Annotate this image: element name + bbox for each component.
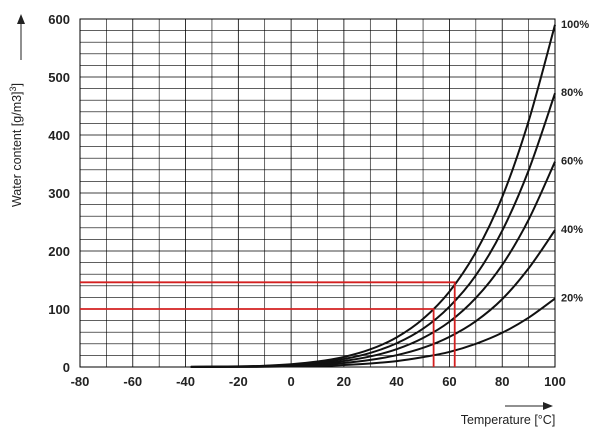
- x-tick-label: 40: [389, 374, 403, 389]
- series-label-60pct: 60%: [561, 156, 583, 168]
- y-axis-title: Water content [g/m3]3]: [8, 83, 24, 207]
- highlight-line-2: [80, 308, 435, 367]
- x-axis-title: Temperature [°C]: [461, 413, 556, 427]
- y-tick-label: 400: [48, 128, 70, 143]
- x-tick-label: -80: [71, 374, 90, 389]
- x-tick-label: 0: [287, 374, 294, 389]
- plot-frame: [79, 18, 556, 368]
- y-tick-label: 300: [48, 186, 70, 201]
- x-tick-label: -40: [176, 374, 195, 389]
- series-label-100pct: 100%: [561, 19, 589, 31]
- tick-labels: -80 -60 -40 -20 0 20 40 60 80 100 0 100 200 300 400 500…: [48, 12, 566, 389]
- curve-80pct: [190, 92, 556, 368]
- series-label-80pct: 80%: [561, 87, 583, 99]
- x-tick-label: 80: [495, 374, 509, 389]
- y-tick-label: 500: [48, 70, 70, 85]
- series-label-20pct: 20%: [561, 293, 583, 305]
- series-labels: 100% 80% 60% 40% 20%: [561, 19, 589, 305]
- curve-20pct: [190, 297, 556, 368]
- y-tick-label: 0: [63, 360, 70, 375]
- series-label-40pct: 40%: [561, 224, 583, 236]
- curves: [190, 24, 556, 368]
- x-tick-label: -20: [229, 374, 248, 389]
- x-tick-label: 60: [442, 374, 456, 389]
- x-tick-label: -60: [123, 374, 142, 389]
- curve-100pct: [190, 24, 556, 368]
- x-tick-label: 100: [544, 374, 566, 389]
- y-tick-label: 600: [48, 12, 70, 27]
- highlight-line-1: [80, 281, 456, 367]
- highlight-lines: [80, 281, 456, 367]
- curve-60pct: [190, 161, 556, 368]
- x-tick-label: 20: [337, 374, 351, 389]
- y-axis-title-text: Water content [g/m3]: [10, 91, 24, 207]
- x-axis-arrow: [505, 402, 553, 410]
- y-tick-label: 100: [48, 302, 70, 317]
- y-axis-arrow: [17, 14, 25, 60]
- y-tick-label: 200: [48, 244, 70, 259]
- y-axis-title-superscript: 3: [8, 86, 18, 91]
